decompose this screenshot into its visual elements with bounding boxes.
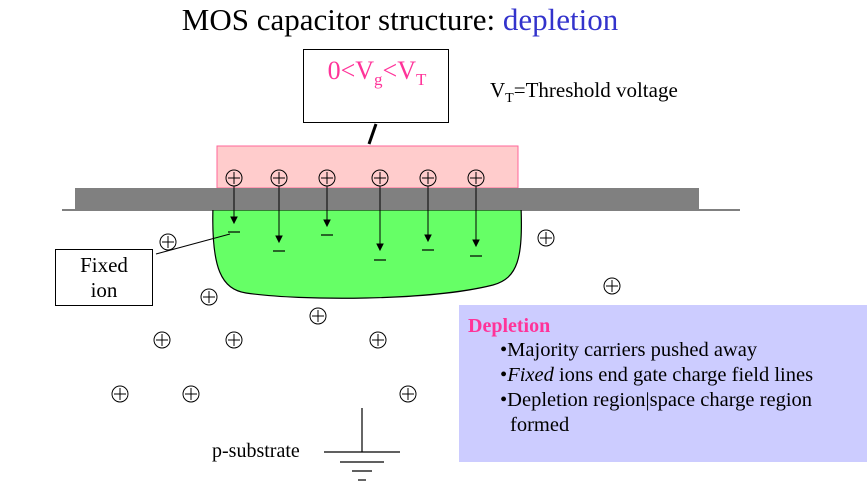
info-bullet: •Depletion region|space charge region for… [500, 388, 867, 438]
info-italic: Fixed [507, 364, 554, 386]
hole [111, 385, 129, 403]
fixed-ion-label-line: ion [90, 278, 118, 302]
field-line [472, 186, 480, 248]
title-accent: depletion [502, 2, 619, 37]
fixed-ion-label: Fixed ion [55, 249, 153, 306]
fixed-ions [228, 231, 482, 261]
gate-voltage-part: <V [382, 56, 416, 85]
threshold-note-sub: T [505, 91, 514, 107]
gate-charge [467, 169, 485, 187]
info-bullet-text: formed [510, 414, 570, 436]
hole [159, 233, 177, 251]
gate-charge [270, 169, 288, 187]
fixed-ion-label-line: Fixed [80, 253, 128, 277]
gate-charge [318, 169, 336, 187]
gate-voltage-sub: g [374, 70, 383, 90]
gate-voltage-box: 0<Vg<VT [303, 49, 449, 123]
page-title: MOS capacitor structure: depletion [0, 2, 800, 38]
hole [399, 385, 417, 403]
oxide-layer [75, 188, 699, 210]
field-line [323, 186, 331, 228]
hole [182, 385, 200, 403]
depletion-region [212, 205, 522, 299]
threshold-note-part: V [490, 78, 506, 102]
substrate-holes [111, 229, 621, 403]
field-lines [230, 186, 480, 252]
field-line [424, 186, 432, 243]
gate-voltage-sub: T [416, 70, 427, 90]
gate-connector [367, 123, 378, 145]
gate-charge [371, 169, 389, 187]
fixed-ion-leader [155, 233, 231, 255]
threshold-note: VT=Threshold voltage [490, 78, 678, 107]
info-bullet-text: •Depletion region|space charge region [500, 389, 813, 411]
title-main: MOS capacitor structure: [181, 2, 503, 37]
field-line [275, 186, 283, 244]
info-list: •Majority carriers pushed away •Fixed io… [468, 338, 867, 438]
hole [309, 307, 327, 325]
bullet-mark: • [500, 364, 508, 386]
info-bullet-text: ions end gate charge field lines [553, 364, 814, 386]
hole [225, 331, 243, 349]
field-line [230, 186, 238, 225]
gate-voltage-label: 0<Vg<VT [304, 56, 450, 90]
hole [603, 277, 621, 295]
field-line [376, 186, 384, 252]
info-bullet: •Majority carriers pushed away [500, 339, 758, 361]
ground-icon [324, 408, 400, 481]
gate-charge [225, 169, 243, 187]
gate-voltage-part: 0<V [327, 56, 375, 85]
gate-charge [419, 169, 437, 187]
gate-electrode [216, 145, 519, 189]
info-box: Depletion •Majority carriers pushed away… [459, 305, 867, 462]
threshold-note-part: =Threshold voltage [513, 78, 678, 102]
substrate-label: p-substrate [212, 440, 300, 462]
hole [200, 288, 218, 306]
hole [153, 331, 171, 349]
info-heading: Depletion [468, 315, 551, 337]
hole [369, 331, 387, 349]
hole [537, 229, 555, 247]
info-bullet: •Fixed ions end gate charge field lines [500, 363, 867, 388]
